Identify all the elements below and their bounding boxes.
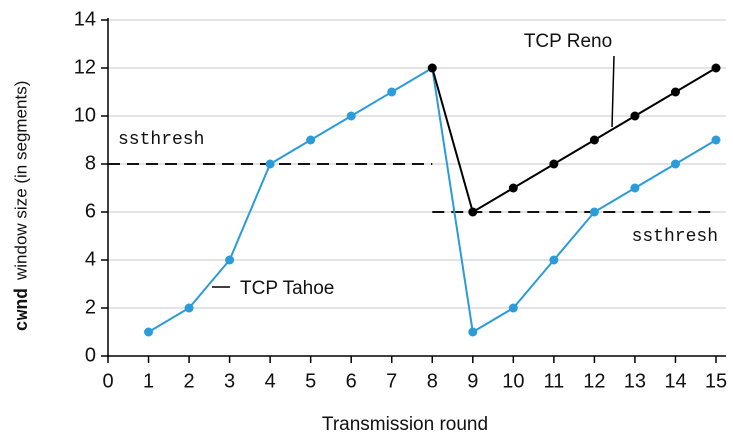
threshold-label: ssthresh — [118, 130, 204, 150]
y-tick-label: 6 — [85, 200, 96, 222]
x-tick-label: 9 — [467, 370, 478, 392]
x-tick-label: 6 — [346, 370, 357, 392]
series-label: TCP Tahoe — [240, 278, 334, 299]
series-point — [630, 183, 640, 193]
series-point — [711, 135, 721, 145]
x-tick-label: 11 — [543, 370, 564, 392]
series-point — [184, 303, 194, 313]
series-point — [670, 159, 680, 169]
series-point — [508, 303, 518, 313]
y-tick-label: 0 — [85, 344, 96, 366]
series-point — [225, 255, 235, 265]
series-line — [148, 66, 717, 334]
x-tick-label: 1 — [143, 370, 154, 392]
series-line — [431, 67, 717, 214]
series-point — [387, 87, 397, 97]
series-point — [630, 111, 640, 121]
x-tick-label: 7 — [386, 370, 397, 392]
x-tick-label: 12 — [583, 370, 605, 392]
x-tick-label: 13 — [624, 370, 646, 392]
x-tick-label: 3 — [224, 370, 235, 392]
x-tick-label: 15 — [705, 370, 727, 392]
series-point — [346, 111, 356, 121]
x-tick-label: 0 — [102, 370, 113, 392]
series-point — [589, 207, 599, 217]
x-tick-label: 5 — [305, 370, 316, 392]
y-axis-label-var: cwnd — [13, 288, 33, 331]
series-point — [144, 327, 154, 337]
series-point — [549, 255, 559, 265]
y-tick-label: 8 — [85, 152, 96, 174]
series-point — [549, 159, 559, 169]
x-tick-label: 2 — [184, 370, 195, 392]
x-tick-label: 8 — [427, 370, 438, 392]
series-point — [670, 87, 680, 97]
series-point — [427, 63, 437, 73]
y-axis-label-text: window size (in segments) — [11, 81, 30, 281]
y-axis-label: cwnd window size (in segments) — [11, 81, 32, 332]
x-tick-label: 10 — [502, 370, 524, 392]
series-point — [508, 183, 518, 193]
series-point — [306, 135, 316, 145]
y-tick-label: 4 — [85, 248, 96, 270]
threshold-label: ssthresh — [632, 227, 718, 247]
y-tick-label: 10 — [74, 104, 96, 126]
x-tick-label: 4 — [265, 370, 276, 392]
y-tick-label: 2 — [85, 296, 96, 318]
series-point — [468, 207, 478, 217]
series-point — [711, 63, 721, 73]
x-tick-label: 14 — [664, 370, 686, 392]
series-point — [589, 135, 599, 145]
leader-line — [611, 55, 615, 128]
y-tick-label: 14 — [74, 8, 96, 30]
series-label: TCP Reno — [524, 31, 612, 52]
series-point — [468, 327, 478, 337]
y-tick-label: 12 — [74, 56, 96, 78]
series-point — [265, 159, 275, 169]
x-axis-label: Transmission round — [322, 414, 488, 435]
